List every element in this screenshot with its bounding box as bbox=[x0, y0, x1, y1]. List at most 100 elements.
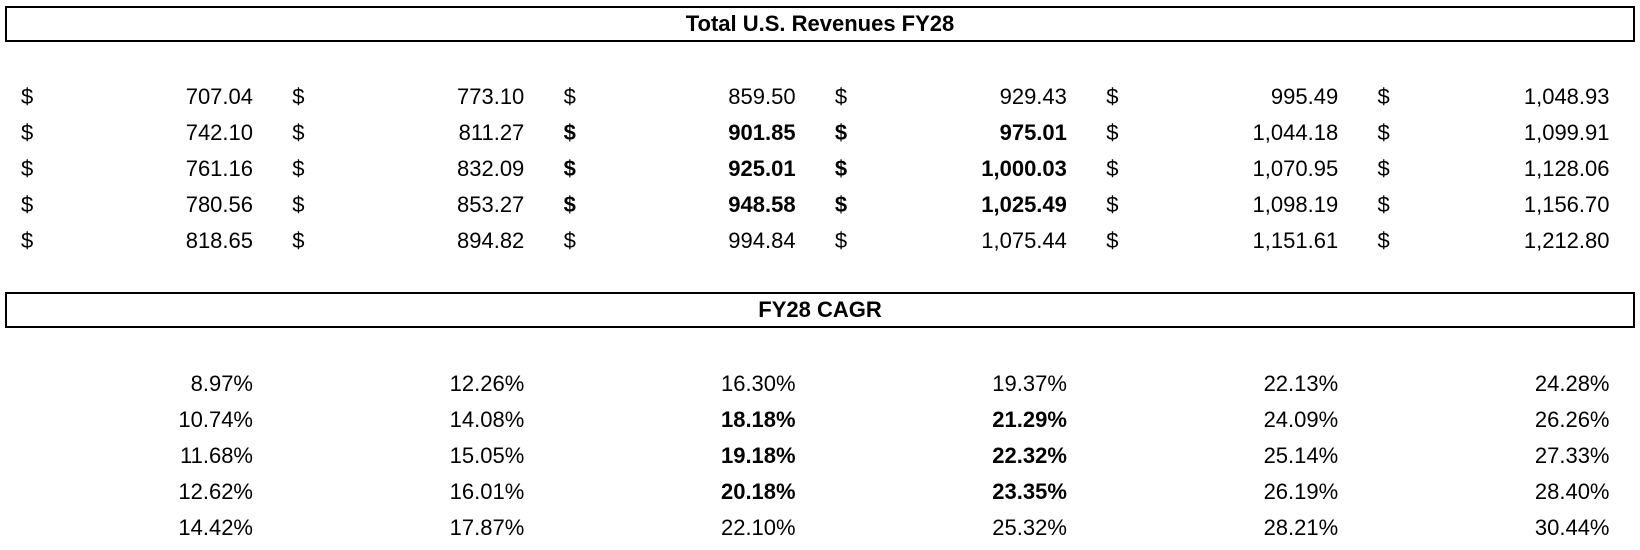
revenue-cell: 894.82 bbox=[457, 228, 525, 253]
revenue-cell: 832.09 bbox=[457, 156, 525, 181]
revenue-currency-symbol: $ bbox=[1106, 156, 1119, 181]
revenue-row-5: $818.65 $894.82 $994.84 $1,075.44 $1,151.61 $… bbox=[0, 223, 1640, 259]
cagr-row-1: 8.97% 12.26% 16.30% 19.37% 22.13% 24.28% bbox=[0, 366, 1640, 402]
cagr-cell: 25.32% bbox=[992, 515, 1067, 540]
revenue-cell: 742.10 bbox=[185, 120, 253, 145]
cagr-cell: 22.13% bbox=[1263, 371, 1339, 396]
revenue-currency-symbol: $ bbox=[21, 84, 34, 109]
revenue-cell: 1,025.49 bbox=[981, 192, 1067, 217]
revenue-currency-symbol: $ bbox=[1377, 192, 1390, 217]
revenue-currency-symbol: $ bbox=[563, 84, 576, 109]
cagr-cell: 27.33% bbox=[1534, 443, 1610, 468]
cagr-row-2: 10.74% 14.08% 18.18% 21.29% 24.09% 26.26% bbox=[0, 402, 1640, 438]
revenue-cell: 859.50 bbox=[728, 84, 796, 109]
revenue-cell: 761.16 bbox=[185, 156, 253, 181]
revenue-cell: 1,000.03 bbox=[981, 156, 1067, 181]
revenue-currency-symbol: $ bbox=[1106, 120, 1119, 145]
revenue-row-4: $780.56 $853.27 $948.58 $1,025.49 $1,098.19 $… bbox=[0, 187, 1640, 223]
revenue-cell: 1,044.18 bbox=[1252, 120, 1339, 145]
cagr-cell: 28.21% bbox=[1263, 515, 1339, 540]
revenue-cell: 1,098.19 bbox=[1252, 192, 1339, 217]
cagr-cell: 11.68% bbox=[180, 443, 253, 468]
cagr-cell: 10.74% bbox=[178, 407, 253, 432]
revenue-cell: 995.49 bbox=[1270, 84, 1339, 109]
revenue-currency-symbol: $ bbox=[563, 228, 576, 253]
revenue-row-2: $742.10 $811.27 $901.85 $975.01 $1,044.18 $1,… bbox=[0, 115, 1640, 151]
revenue-currency-symbol: $ bbox=[292, 84, 305, 109]
cagr-cell: 15.05% bbox=[449, 443, 525, 468]
revenue-currency-symbol: $ bbox=[834, 120, 848, 145]
revenue-currency-symbol: $ bbox=[1106, 192, 1119, 217]
revenue-currency-symbol: $ bbox=[563, 120, 576, 145]
revenue-cell: 818.65 bbox=[185, 228, 253, 253]
revenue-row-1: $707.04 $773.10 $859.50 $929.43 $995.49 $1,04… bbox=[0, 79, 1640, 115]
revenue-cell: 1,151.61 bbox=[1252, 228, 1339, 253]
revenue-cell: 975.01 bbox=[999, 120, 1067, 145]
revenue-cell: 948.58 bbox=[728, 192, 796, 217]
revenue-cell: 901.85 bbox=[728, 120, 796, 145]
revenue-cell: 811.27 bbox=[458, 120, 525, 145]
revenue-currency-symbol: $ bbox=[834, 228, 848, 253]
revenue-currency-symbol: $ bbox=[1106, 84, 1119, 109]
cagr-cell: 23.35% bbox=[992, 479, 1067, 504]
cagr-grid: 8.97% 12.26% 16.30% 19.37% 22.13% 24.28% 10.74… bbox=[0, 366, 1640, 546]
revenue-currency-symbol: $ bbox=[1377, 120, 1390, 145]
revenue-cell: 1,099.91 bbox=[1523, 120, 1610, 145]
revenue-currency-symbol: $ bbox=[21, 192, 34, 217]
cagr-cell: 24.09% bbox=[1263, 407, 1339, 432]
cagr-cell: 30.44% bbox=[1534, 515, 1610, 540]
cagr-cell: 17.87% bbox=[449, 515, 525, 540]
revenue-currency-symbol: $ bbox=[1377, 228, 1390, 253]
cagr-cell: 24.28% bbox=[1534, 371, 1610, 396]
revenue-cell: 929.43 bbox=[999, 84, 1067, 109]
revenue-currency-symbol: $ bbox=[1106, 228, 1119, 253]
cagr-section-title: FY28 CAGR bbox=[5, 292, 1635, 328]
revenue-currency-symbol: $ bbox=[563, 192, 576, 217]
revenue-grid: $707.04 $773.10 $859.50 $929.43 $995.49 $1,04… bbox=[0, 79, 1640, 259]
cagr-row-5: 14.42% 17.87% 22.10% 25.32% 28.21% 30.44% bbox=[0, 510, 1640, 546]
revenue-cell: 1,048.93 bbox=[1523, 84, 1610, 109]
cagr-cell: 16.30% bbox=[720, 371, 796, 396]
revenue-currency-symbol: $ bbox=[21, 120, 34, 145]
cagr-cell: 18.18% bbox=[720, 407, 796, 432]
revenue-currency-symbol: $ bbox=[1377, 156, 1390, 181]
cagr-cell: 8.97% bbox=[190, 371, 253, 396]
revenue-currency-symbol: $ bbox=[292, 120, 305, 145]
revenue-cell: 1,212.80 bbox=[1523, 228, 1610, 253]
revenue-cell: 1,156.70 bbox=[1523, 192, 1610, 217]
revenue-cell: 780.56 bbox=[185, 192, 253, 217]
revenue-cell: 773.10 bbox=[457, 84, 525, 109]
revenue-currency-symbol: $ bbox=[21, 156, 34, 181]
cagr-cell: 22.32% bbox=[992, 443, 1067, 468]
revenue-currency-symbol: $ bbox=[292, 228, 305, 253]
cagr-cell: 21.29% bbox=[992, 407, 1067, 432]
revenue-cell: 994.84 bbox=[728, 228, 796, 253]
cagr-row-4: 12.62% 16.01% 20.18% 23.35% 26.19% 28.40% bbox=[0, 474, 1640, 510]
revenue-currency-symbol: $ bbox=[292, 156, 305, 181]
revenue-currency-symbol: $ bbox=[1377, 84, 1390, 109]
revenue-cell: 707.04 bbox=[185, 84, 253, 109]
revenue-cell: 925.01 bbox=[728, 156, 796, 181]
revenue-currency-symbol: $ bbox=[21, 228, 34, 253]
cagr-cell: 20.18% bbox=[720, 479, 796, 504]
cagr-cell: 19.37% bbox=[992, 371, 1067, 396]
revenue-cell: 1,075.44 bbox=[981, 228, 1067, 253]
revenue-row-3: $761.16 $832.09 $925.01 $1,000.03 $1,070.95 $… bbox=[0, 151, 1640, 187]
revenue-cell: 853.27 bbox=[457, 192, 525, 217]
cagr-row-3: 11.68% 15.05% 19.18% 22.32% 25.14% 27.33% bbox=[0, 438, 1640, 474]
cagr-cell: 16.01% bbox=[449, 479, 525, 504]
cagr-cell: 12.26% bbox=[449, 371, 525, 396]
revenue-currency-symbol: $ bbox=[834, 84, 848, 109]
cagr-cell: 12.62% bbox=[178, 479, 253, 504]
revenue-currency-symbol: $ bbox=[834, 192, 848, 217]
revenue-cell: 1,128.06 bbox=[1523, 156, 1610, 181]
cagr-cell: 14.42% bbox=[178, 515, 253, 540]
cagr-cell: 28.40% bbox=[1534, 479, 1610, 504]
revenue-cell: 1,070.95 bbox=[1252, 156, 1339, 181]
revenue-currency-symbol: $ bbox=[563, 156, 576, 181]
cagr-cell: 26.26% bbox=[1534, 407, 1610, 432]
revenue-currency-symbol: $ bbox=[292, 192, 305, 217]
revenue-currency-symbol: $ bbox=[834, 156, 848, 181]
cagr-cell: 14.08% bbox=[449, 407, 525, 432]
revenue-section-title: Total U.S. Revenues FY28 bbox=[5, 6, 1635, 42]
